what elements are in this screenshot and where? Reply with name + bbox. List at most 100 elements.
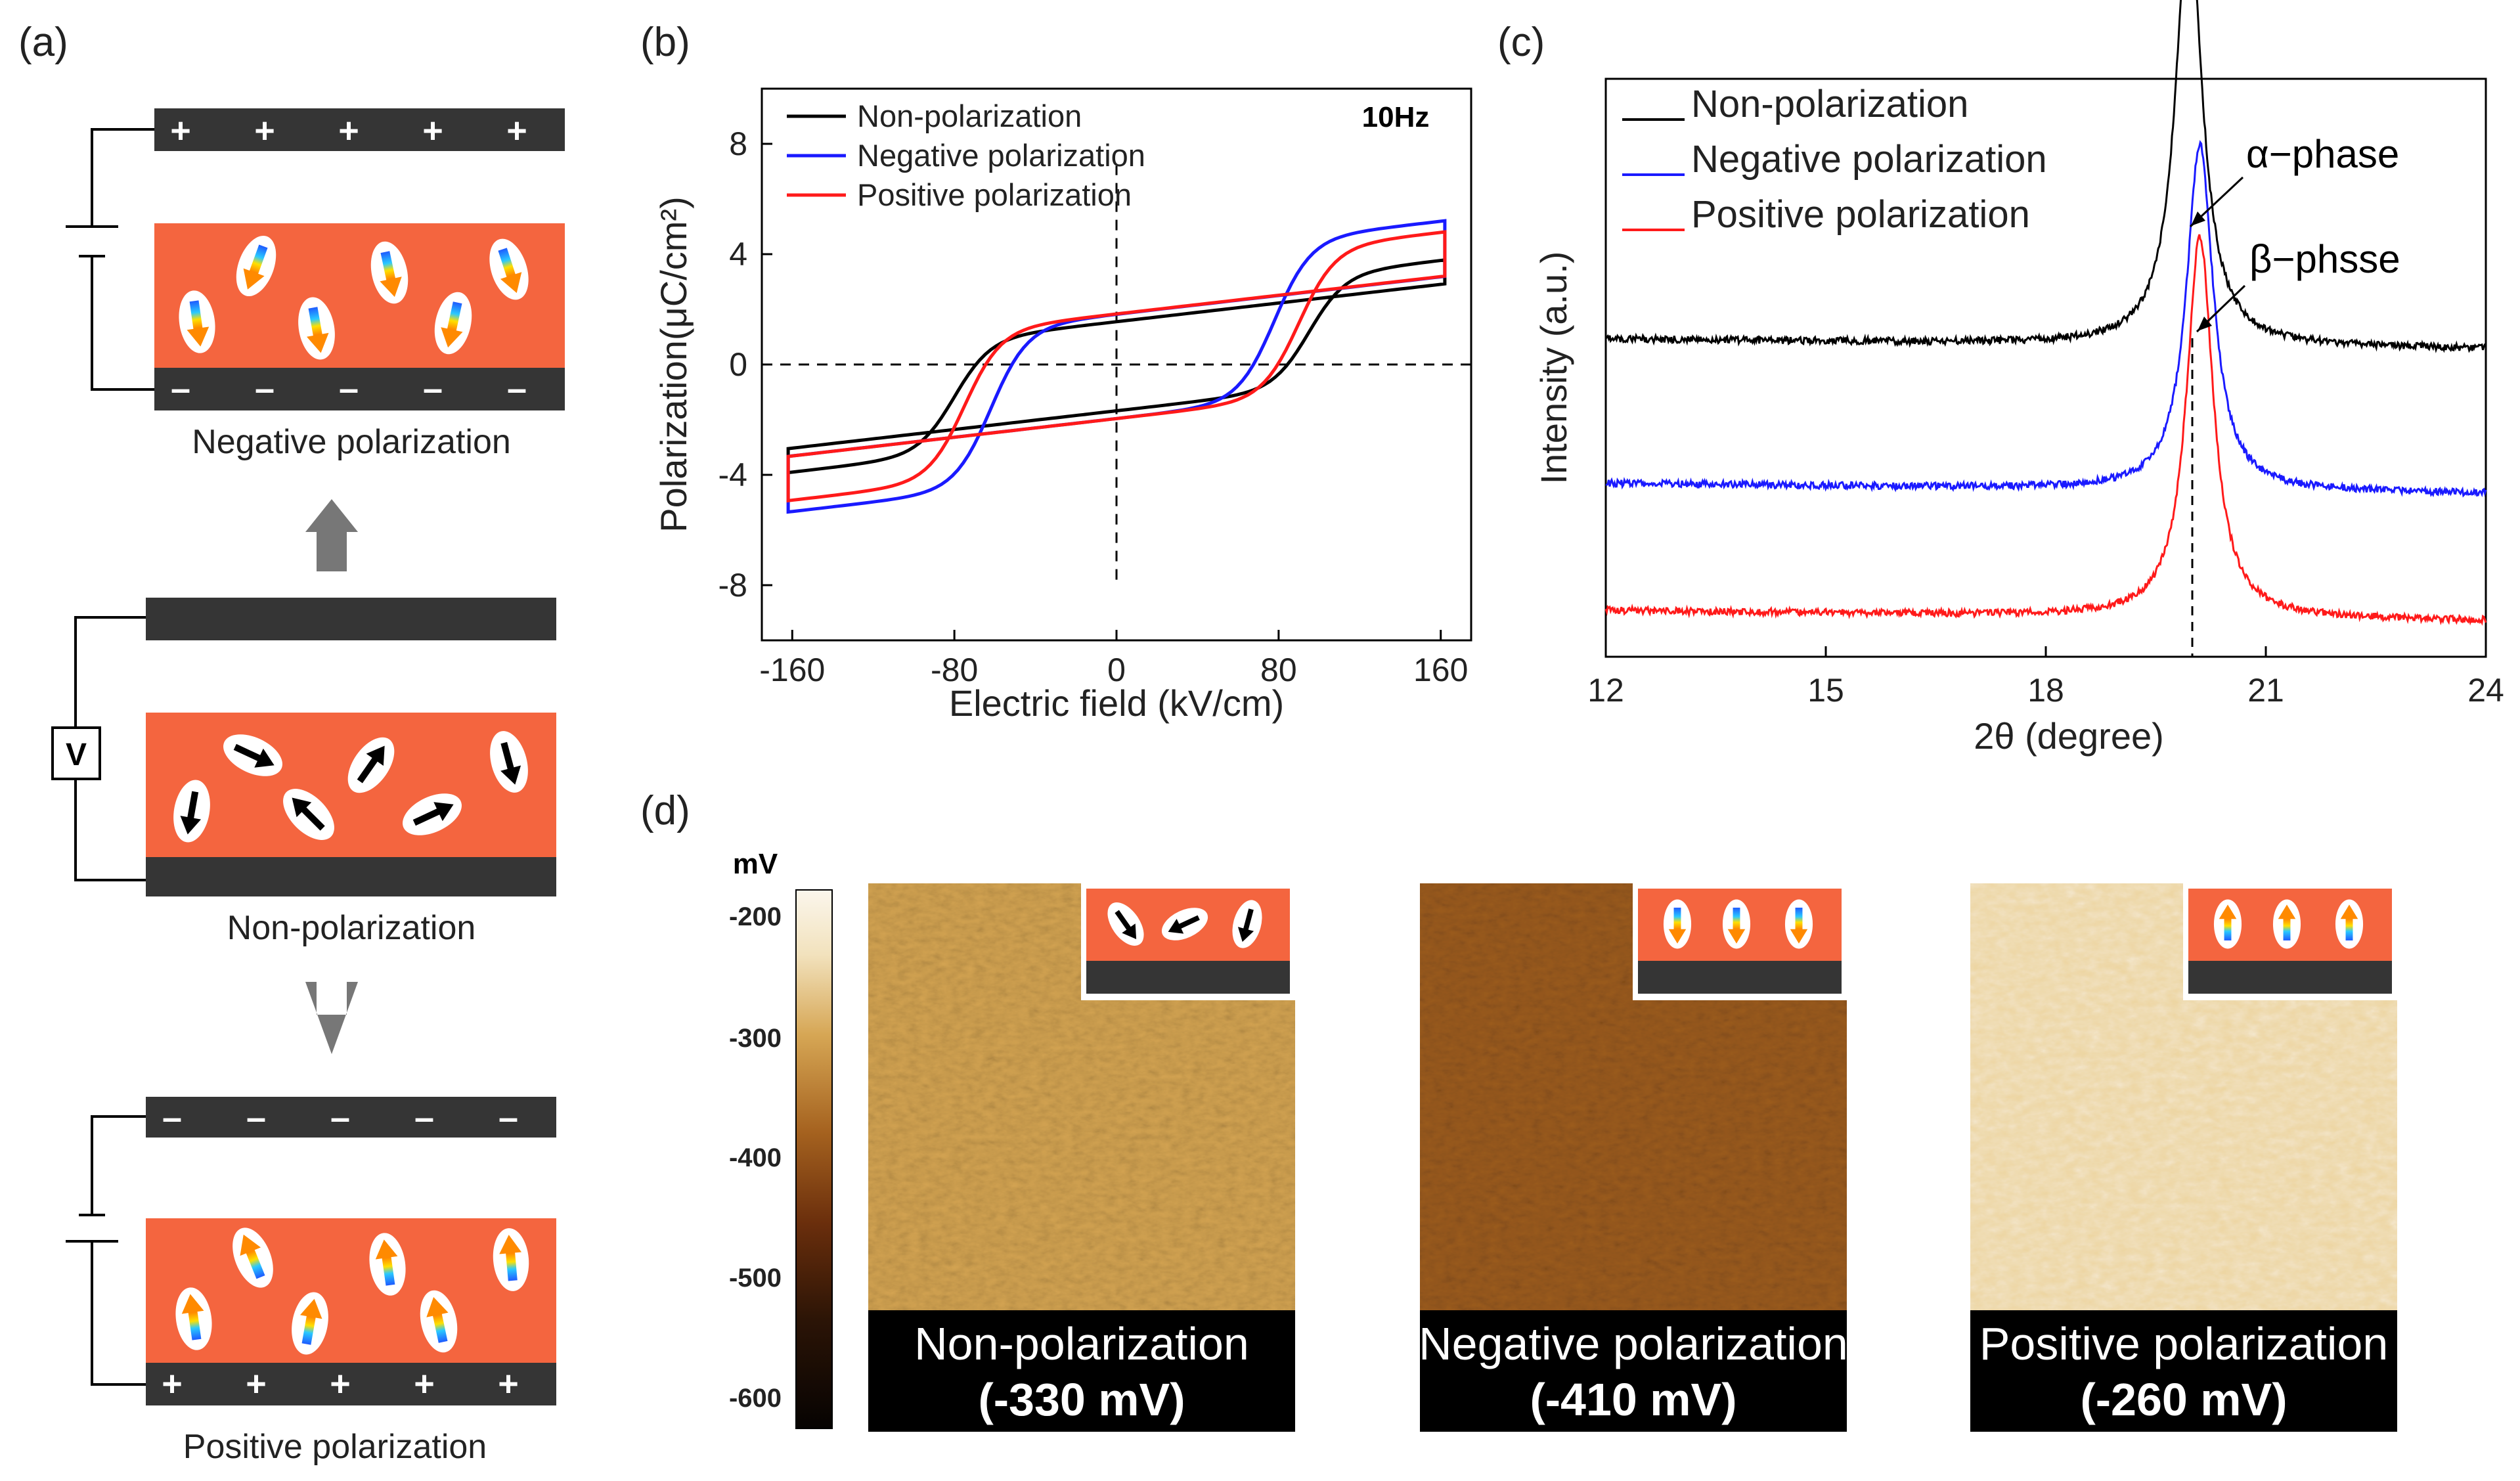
arrowhead-icon <box>2219 904 2237 919</box>
arrowhead-icon <box>180 816 202 835</box>
hysteresis-loop <box>786 230 1447 503</box>
arrow-shaft <box>308 307 322 338</box>
colorbar-tick-label: -200 <box>729 902 782 931</box>
arrow-shaft <box>1115 910 1132 931</box>
arrowhead-icon <box>243 268 265 290</box>
arrow-shaft <box>300 806 325 831</box>
charge-sign: – <box>507 369 527 409</box>
arrow-shaft <box>432 1312 448 1343</box>
x-tick-label: 15 <box>1807 672 1844 709</box>
charge-sign: – <box>423 369 443 409</box>
arrowhead-icon <box>1727 929 1746 944</box>
dipole-icon <box>232 1227 273 1288</box>
dipole-icon <box>175 1287 212 1350</box>
x-axis-title: 2θ (degree) <box>1974 715 2164 757</box>
arrowhead-icon <box>1168 918 1184 934</box>
y-tick-label: 8 <box>729 125 747 162</box>
gray-up-arrow-icon <box>305 499 358 571</box>
charge-sign: – <box>339 369 359 409</box>
dipole-icon <box>434 292 472 355</box>
legend: Non-polarization Negative polarization Pos… <box>1622 83 2047 236</box>
charge-sign: – <box>246 1098 266 1138</box>
dipole-icon <box>2272 899 2301 949</box>
voltage-source-icon <box>51 726 101 780</box>
plus-signs-top: + + + + + <box>170 111 527 150</box>
charge-sign: – <box>330 1098 350 1138</box>
arrowhead-icon <box>240 1234 261 1256</box>
plus-signs-bottom: + + + + + <box>162 1364 519 1404</box>
panel-label-d: (d) <box>640 788 690 833</box>
potential-map: Non-polarization(-330 mV) <box>868 883 1295 1432</box>
gray-down-arrow-icon <box>305 982 358 1054</box>
alpha-phase-label: α−phase <box>2246 132 2399 176</box>
xrd-pattern <box>1604 0 2487 353</box>
dipole-icon <box>489 238 529 300</box>
inset-electrode <box>1086 961 1290 994</box>
arrowhead-icon <box>500 765 521 785</box>
film-layer <box>146 1218 556 1363</box>
charge-sign: – <box>171 369 190 409</box>
arrowhead-icon <box>2191 211 2205 226</box>
dipole-icon <box>179 290 215 353</box>
caption-negative: Negative polarization <box>192 423 511 461</box>
arrowhead-icon <box>2278 904 2296 919</box>
panel-c: (c) 12 15 18 21 24 Non-polarization Negative … <box>1497 0 2504 757</box>
arrow-shaft <box>2345 917 2353 940</box>
wire <box>91 1115 146 1215</box>
arrow-shaft <box>1795 908 1803 931</box>
arrow-shaft <box>1243 908 1254 931</box>
map-value: (-260 mV) <box>2080 1374 2287 1425</box>
dipole-icon <box>420 1290 458 1353</box>
x-tick-label: 21 <box>2247 672 2284 709</box>
voltage-label: V <box>66 738 87 772</box>
dipole-icon <box>1722 899 1751 949</box>
arrow-shaft <box>498 248 516 278</box>
y-tick-label: 0 <box>729 346 747 383</box>
charge-sign: + <box>414 1364 435 1404</box>
dipoles-random <box>173 731 528 843</box>
arrow-shaft <box>1673 908 1681 931</box>
bottom-electrode <box>154 368 565 410</box>
map-title: Positive polarization <box>1979 1318 2389 1369</box>
wire <box>74 778 146 881</box>
arrowhead-icon <box>426 1296 449 1317</box>
arrowhead-icon <box>2198 317 2212 331</box>
y-tick-label: -8 <box>718 567 747 604</box>
legend-label: Negative polarization <box>857 138 1145 173</box>
arrow-shaft <box>2283 917 2291 940</box>
arrow-shaft <box>189 300 203 330</box>
dipole-icon <box>1784 899 1813 949</box>
minus-signs-top: – – – – – <box>162 1098 518 1138</box>
colorbar-tick-label: -500 <box>729 1264 782 1293</box>
charge-sign: + <box>162 1364 183 1404</box>
arrow-shaft <box>1178 915 1200 929</box>
dipoles-down <box>179 235 529 360</box>
arrow-shaft <box>505 1251 518 1281</box>
y-tick-label: 4 <box>729 236 747 273</box>
charge-sign: + <box>498 1364 519 1404</box>
xrd-curves <box>1604 0 2487 626</box>
caption-non: Non-polarization <box>227 909 476 947</box>
arrowhead-icon <box>366 745 385 766</box>
dipole-icon <box>2213 899 2242 949</box>
arrowhead-icon <box>500 272 522 294</box>
panel-b: (b) -160 -80 0 80 160 -8 -4 0 4 8 Non-polarizatio… <box>640 20 1472 724</box>
arrow-shaft <box>447 301 462 332</box>
frequency-label: 10Hz <box>1362 101 1430 133</box>
map-title: Non-polarization <box>914 1318 1249 1369</box>
arrowhead-icon <box>1668 929 1687 944</box>
legend: Non-polarization Negative polarization Pos… <box>787 99 1145 212</box>
x-tick-label: -160 <box>759 652 825 688</box>
legend-label: Positive polarization <box>1691 193 2030 236</box>
dipole-icon <box>2335 899 2364 949</box>
bottom-electrode <box>146 857 556 896</box>
charge-sign: + <box>254 111 275 150</box>
arrowhead-icon <box>1790 929 1808 944</box>
top-electrode <box>146 1097 556 1138</box>
arrowhead-icon <box>1122 923 1137 940</box>
xrd-pattern <box>1604 234 2487 626</box>
device-non: V Non-polarization <box>51 598 556 947</box>
caption-positive: Positive polarization <box>183 1428 487 1466</box>
colorbar-unit: mV <box>733 848 778 880</box>
